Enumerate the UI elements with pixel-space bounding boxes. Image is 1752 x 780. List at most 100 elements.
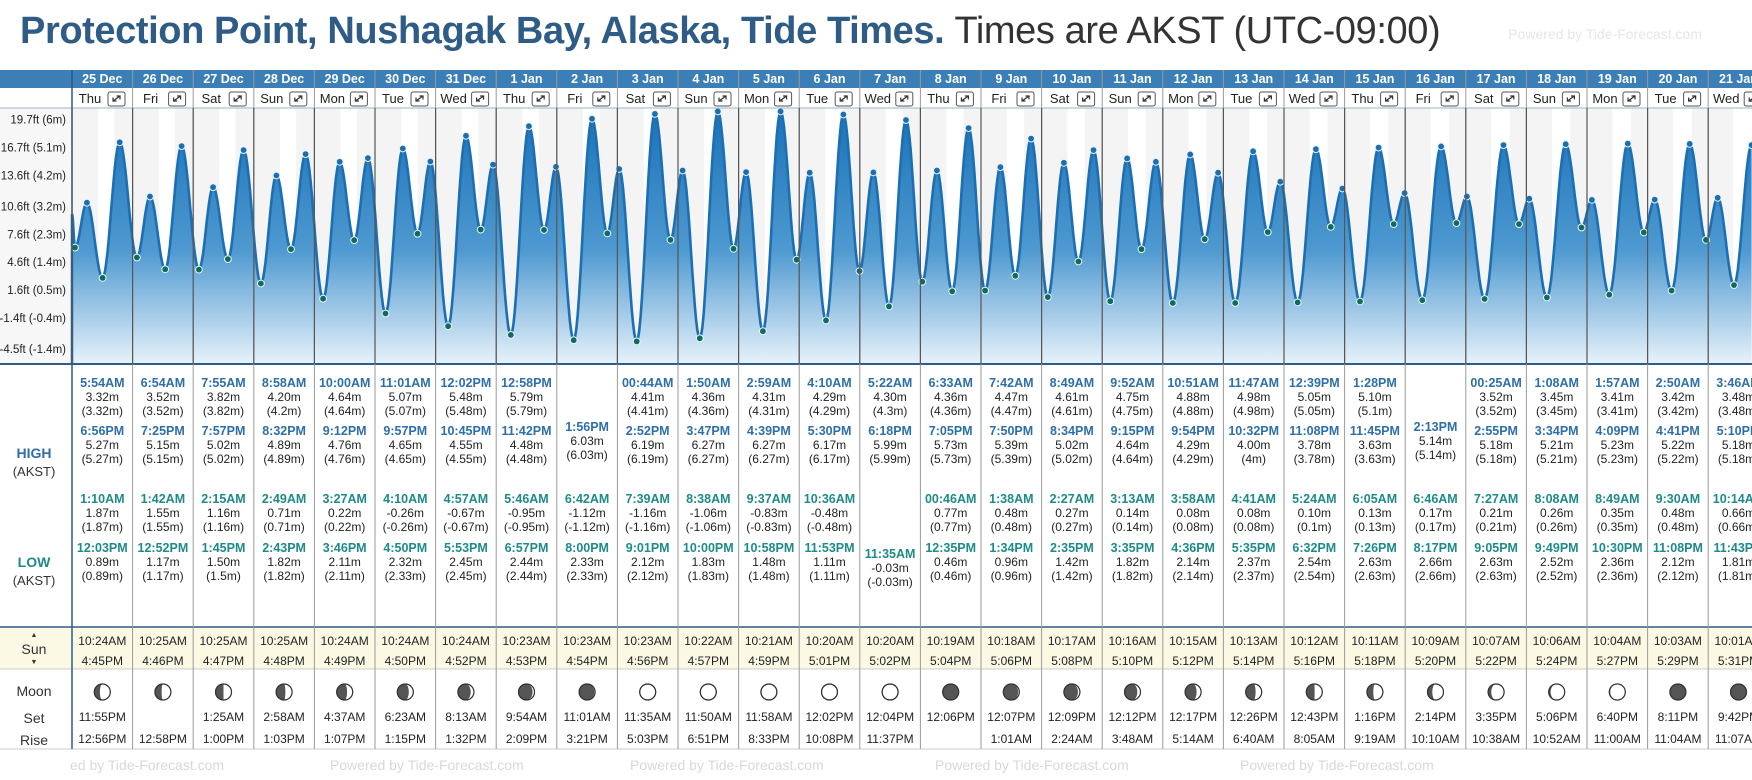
y-tick-label: 19.7ft (6m) [10,115,66,127]
high-tide-time: 10:00AM [319,376,370,390]
expand-arrow-icon [1566,95,1575,102]
low-tide-time: 5:35PM [1232,541,1276,555]
low-tide-height: 1.81m [1722,555,1752,569]
expand-icon[interactable] [1743,91,1752,107]
moonrise-time: 5:14AM [1172,732,1213,746]
sunset-time: 4:48PM [263,654,304,668]
footer-watermark: Powered by Tide-Forecast.com [330,757,524,773]
high-tide-point [776,107,785,116]
high-tide-time: 8:58AM [262,376,306,390]
low-tide-point [1577,223,1586,232]
day-date-label: 30 Dec [385,72,425,86]
high-tide-point [964,124,973,133]
day-weekday-label: Thu [927,91,949,106]
moon-phase-icon [1002,683,1020,701]
low-tide-height: 1.17m [146,555,179,569]
low-tide-height: 0.48m [995,506,1028,520]
title-timezone: Times are AKST (UTC-09:00) [954,10,1441,52]
high-tide-height-metric: (5.02m) [203,452,244,466]
low-tide-height-metric: (-0.48m) [807,520,852,534]
low-tide-point [885,302,893,311]
y-tick-label: 16.7ft (5.1m) [1,143,66,155]
high-row-label: HIGH [17,445,52,461]
y-tick-label: 7.6ft (2.3m) [7,229,66,241]
sunrise-time: 10:16AM [1108,634,1156,648]
low-tide-height: 0.26m [1540,506,1573,520]
high-tide-time: 4:39PM [747,424,791,438]
low-tide-height: -0.48m [811,506,848,520]
low-tide-height: 2.32m [389,555,422,569]
low-tide-point [257,279,265,288]
high-tide-point [1713,193,1722,202]
low-tide-height: 0.08m [1176,506,1209,520]
moon-phase-icon [1245,683,1263,701]
high-tide-height-metric: (3.63m) [1354,452,1395,466]
high-tide-height-metric: (4.36m) [688,404,729,418]
high-tide-time: 9:52AM [1110,376,1154,390]
high-tide-height: 6.03m [570,434,603,448]
high-row-timezone: (AKST) [13,464,56,479]
high-tide-height: 4.65m [389,438,422,452]
high-tide-time: 10:45PM [441,424,492,438]
low-tide-height-metric: (2.33m) [566,569,607,583]
high-tide-time: 11:01AM [380,376,431,390]
low-tide-point [1231,299,1240,307]
low-tide-height-metric: (1.81m) [1718,569,1752,583]
day-weekday-label: Wed [440,91,467,106]
high-tide-height-metric: (6.03m) [566,448,607,462]
day-weekday-label: Thu [79,91,101,106]
sunrise-time: 10:06AM [1533,634,1581,648]
high-tide-point [146,192,154,201]
low-tide-time: 2:43PM [262,541,306,555]
high-tide-height-metric: (5.07m) [385,404,426,418]
moonset-time: 11:01AM [564,710,611,724]
low-tide-point [569,336,578,345]
low-tide-point [1452,219,1461,228]
high-tide-height: 4.64m [328,390,361,404]
day-date-label: 8 Jan [935,72,967,86]
day-date-label: 1 Jan [511,72,543,86]
high-tide-point [1152,157,1160,166]
high-tide-height-metric: (4.47m) [991,404,1032,418]
high-tide-height-metric: (4.31m) [748,404,789,418]
moonrise-time: 1:00PM [203,732,244,746]
low-tide-time: 6:42AM [565,492,609,506]
high-tide-time: 00:44AM [622,376,673,390]
sunset-time: 5:12PM [1172,654,1213,668]
moon-lit-portion [465,684,474,700]
high-tide-height-metric: (5.18m) [1475,452,1516,466]
low-tide-height: 2.12m [631,555,664,569]
high-tide-time: 6:18PM [868,424,912,438]
moon-phase-icon [1184,683,1202,701]
sunrise-time: 10:24AM [78,634,126,648]
high-tide-height: 4.29m [813,390,846,404]
sunset-time: 5:02PM [869,654,910,668]
weekday-row-background [0,88,1752,108]
high-tide-point [869,168,878,177]
day-weekday-label: Thu [503,91,525,106]
low-tide-time: 4:10AM [383,492,427,506]
high-tide-point [239,146,248,155]
date-row-background [0,70,1752,88]
high-tide-time: 11:08PM [1289,424,1339,438]
high-tide-time: 3:34PM [1535,424,1579,438]
low-tide-point [632,337,641,346]
title-location: Protection Point, Nushagak Bay, Alaska, … [20,10,945,52]
sunset-time: 5:22PM [1475,654,1516,668]
moon-outline [1063,683,1081,701]
moonset-time: 8:11PM [1658,710,1698,724]
moonset-time: 9:42PM [1718,710,1752,724]
sunrise-time: 10:11AM [1351,634,1398,648]
day-date-label: 15 Jan [1355,72,1394,86]
high-tide-height-metric: (5.05m) [1294,404,1335,418]
powered-by-watermark: Powered by Tide-Forecast.com [1508,26,1702,42]
high-tide-time: 8:34PM [1050,424,1094,438]
low-tide-time: 2:35PM [1050,541,1094,555]
sunrise-time: 10:13AM [1230,634,1278,648]
high-tide-time: 4:09PM [1595,424,1639,438]
low-tide-height-metric: (2.52m) [1536,569,1577,583]
low-tide-height-metric: (1.83m) [688,569,729,583]
high-tide-point [1027,134,1035,143]
moon-outline [1669,683,1687,701]
low-tide-height: -1.12m [568,506,605,520]
